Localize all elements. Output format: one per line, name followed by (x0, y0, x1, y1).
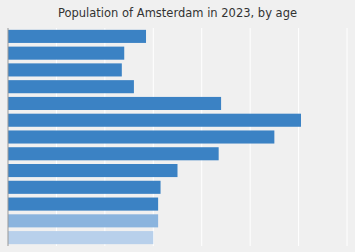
bar (8, 181, 161, 194)
grid-line (298, 28, 299, 246)
bar (8, 63, 122, 76)
bar (8, 198, 158, 211)
background (0, 0, 355, 252)
bars (8, 30, 301, 244)
bar (8, 130, 274, 143)
bar (8, 30, 146, 43)
bar (8, 114, 301, 127)
bar (8, 231, 153, 244)
chart: Population of Amsterdam in 2023, by age (0, 0, 355, 252)
bar (8, 147, 219, 160)
bar (8, 164, 178, 177)
title: Population of Amsterdam in 2023, by age (58, 6, 297, 20)
bar (8, 47, 124, 60)
grid-line (347, 28, 348, 246)
bar (8, 214, 158, 227)
bar (8, 97, 221, 110)
axis-line (8, 28, 9, 246)
bar (8, 80, 134, 93)
